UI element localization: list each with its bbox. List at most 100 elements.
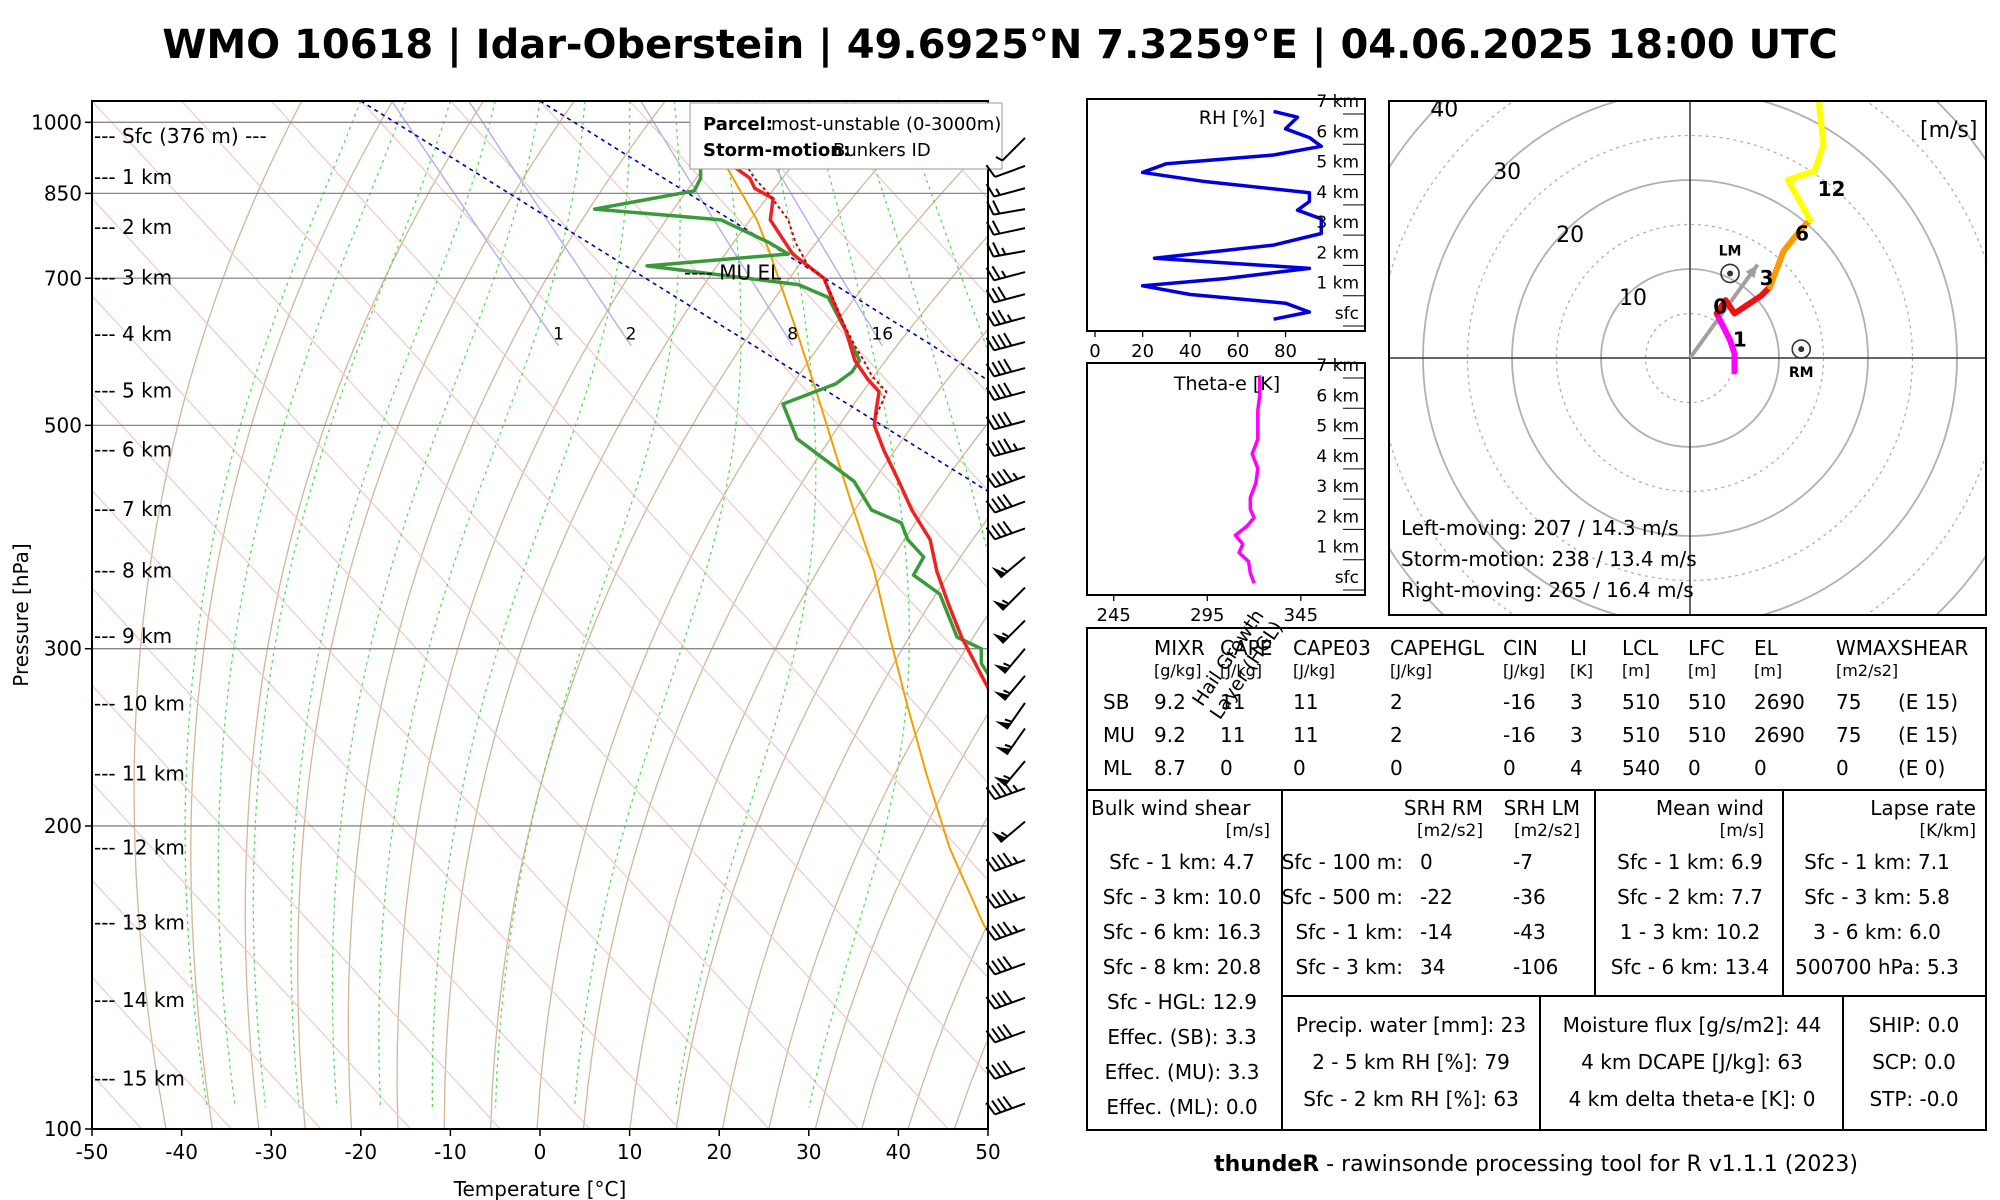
mixing-ratio-label: 2 <box>626 325 637 345</box>
wind-barb <box>985 852 1026 872</box>
profile-line <box>1140 109 1324 321</box>
x-tick-label: -30 <box>255 1140 288 1164</box>
param-unit: [K] <box>1570 661 1593 680</box>
srh-lm-header: SRH LM <box>1504 796 1580 820</box>
param-cell: 2690 <box>1754 690 1805 714</box>
wind-barb <box>985 889 1026 909</box>
dry-adiabat <box>536 141 988 1129</box>
hodograph-segment <box>1784 101 1827 223</box>
profile-height-label: 7 km <box>1316 356 1359 376</box>
param-row-label: SB <box>1103 690 1129 714</box>
hgl-boundary-line <box>360 101 988 493</box>
storm-motion-arrowhead <box>1745 264 1758 279</box>
dry-adiabat <box>721 516 988 1129</box>
moist-adiabat <box>573 101 742 1108</box>
flux-row: 4 km delta theta-e [K]: 0 <box>1569 1087 1816 1111</box>
wind-barb <box>991 556 1026 579</box>
footer-bold: thundeR <box>1214 1152 1319 1177</box>
param-cell: 0 <box>1754 756 1767 780</box>
isotherm <box>92 489 680 1129</box>
wind-barb <box>992 586 1026 611</box>
series-temperature <box>721 135 988 692</box>
skew-t-frame <box>91 100 989 1130</box>
param-cell: 11 <box>1220 690 1245 714</box>
wind-barb <box>993 648 1026 674</box>
moist-adiabat <box>252 101 452 1108</box>
isotherm <box>92 587 591 1129</box>
isotherm <box>92 879 322 1129</box>
hodograph-ring-label: 30 <box>1493 160 1521 185</box>
x-tick-label: -40 <box>165 1140 198 1164</box>
wind-barb <box>985 332 1026 352</box>
isotherm <box>92 781 412 1129</box>
wind-barb <box>985 921 1026 941</box>
param-header: CIN <box>1503 636 1538 660</box>
isotherm <box>92 294 860 1129</box>
dry-adiabat <box>489 101 939 1129</box>
height-label: --- 1 km <box>94 165 172 189</box>
height-label: --- 13 km <box>94 911 185 935</box>
isotherm <box>808 101 988 297</box>
param-cell: 510 <box>1622 723 1660 747</box>
mean-wind-row: Sfc - 2 km: 7.7 <box>1617 885 1763 909</box>
shear-row: Sfc - 1 km: 4.7 <box>1109 850 1255 874</box>
storm-motion-text: Storm-motion: 238 / 13.4 m/s <box>1401 547 1697 571</box>
storm-point-label: LM <box>1719 243 1742 259</box>
profile-height-label: 7 km <box>1316 92 1359 112</box>
param-cell: (E 0) <box>1898 756 1945 780</box>
series-parcel <box>726 141 988 935</box>
moist-adiabat <box>290 101 496 1108</box>
param-header: CAPE <box>1220 636 1272 660</box>
param-cell: -16 <box>1503 690 1536 714</box>
wind-barb <box>995 137 1026 162</box>
shear-row: Effec. (ML): 0.0 <box>1106 1095 1257 1119</box>
height-label: --- 11 km <box>94 761 185 785</box>
height-label: --- 5 km <box>94 379 172 403</box>
param-header: EL <box>1754 636 1779 660</box>
y-tick-label: 1000 <box>31 110 82 134</box>
mean-wind-title: Mean wind <box>1656 796 1764 820</box>
mixing-ratio-label: 1 <box>553 325 564 345</box>
isotherm <box>92 101 988 1076</box>
y-tick-label: 500 <box>44 413 82 437</box>
storm-point-label: RM <box>1789 365 1814 381</box>
param-unit: [g/kg] <box>1154 661 1201 680</box>
param-cell: 510 <box>1688 690 1726 714</box>
dry-adiabat <box>396 101 757 1129</box>
theta-e-profile-panel: Theta-e [K] sfc 1 km 2 km 3 km 4 km 5 km 6 km 7… <box>1086 356 1366 626</box>
param-cell: 510 <box>1688 723 1726 747</box>
mixing-ratio-label: 16 <box>871 325 893 345</box>
param-unit: [J/kg] <box>1390 661 1432 680</box>
param-cell: 3 <box>1570 690 1583 714</box>
wind-barb <box>985 955 1026 976</box>
storm-point-lm <box>1720 263 1740 284</box>
param-header: WMAXSHEAR <box>1836 636 1968 660</box>
profile-height-label: sfc <box>1335 304 1359 324</box>
x-tick-label: 50 <box>975 1140 1000 1164</box>
mean-wind-unit: [m/s] <box>1720 821 1764 841</box>
flux-row: Moisture flux [g/s/m2]: 44 <box>1563 1013 1822 1037</box>
dry-adiabat <box>582 234 988 1129</box>
hodograph-height-mark: 1 <box>1733 327 1747 351</box>
dry-adiabat <box>347 101 666 1129</box>
param-header: CAPE03 <box>1293 636 1371 660</box>
footer-credit: thundeR - rawinsonde processing tool for… <box>1214 1152 1858 1177</box>
srh-lm-unit: [m2/s2] <box>1514 821 1580 841</box>
param-cell: 75 <box>1836 723 1861 747</box>
x-tick-label: 40 <box>886 1140 911 1164</box>
moisture-row: Sfc - 2 km RH [%]: 63 <box>1303 1087 1519 1111</box>
param-unit: [m] <box>1754 661 1782 680</box>
param-cell: 0 <box>1836 756 1849 780</box>
lapse-unit: [K/km] <box>1919 821 1976 841</box>
isotherm <box>92 197 949 1129</box>
composite-row: SHIP: 0.0 <box>1869 1013 1960 1037</box>
wind-barb <box>985 468 1026 489</box>
dry-adiabat <box>675 422 988 1129</box>
param-cell: 4 <box>1570 756 1583 780</box>
profile-x-tick-label: 345 <box>1284 605 1318 626</box>
right-moving-text: Right-moving: 265 / 16.4 m/s <box>1401 578 1694 602</box>
y-tick-label: 300 <box>44 637 82 661</box>
srh-lm-value: -43 <box>1513 920 1546 944</box>
isotherm <box>449 101 988 687</box>
